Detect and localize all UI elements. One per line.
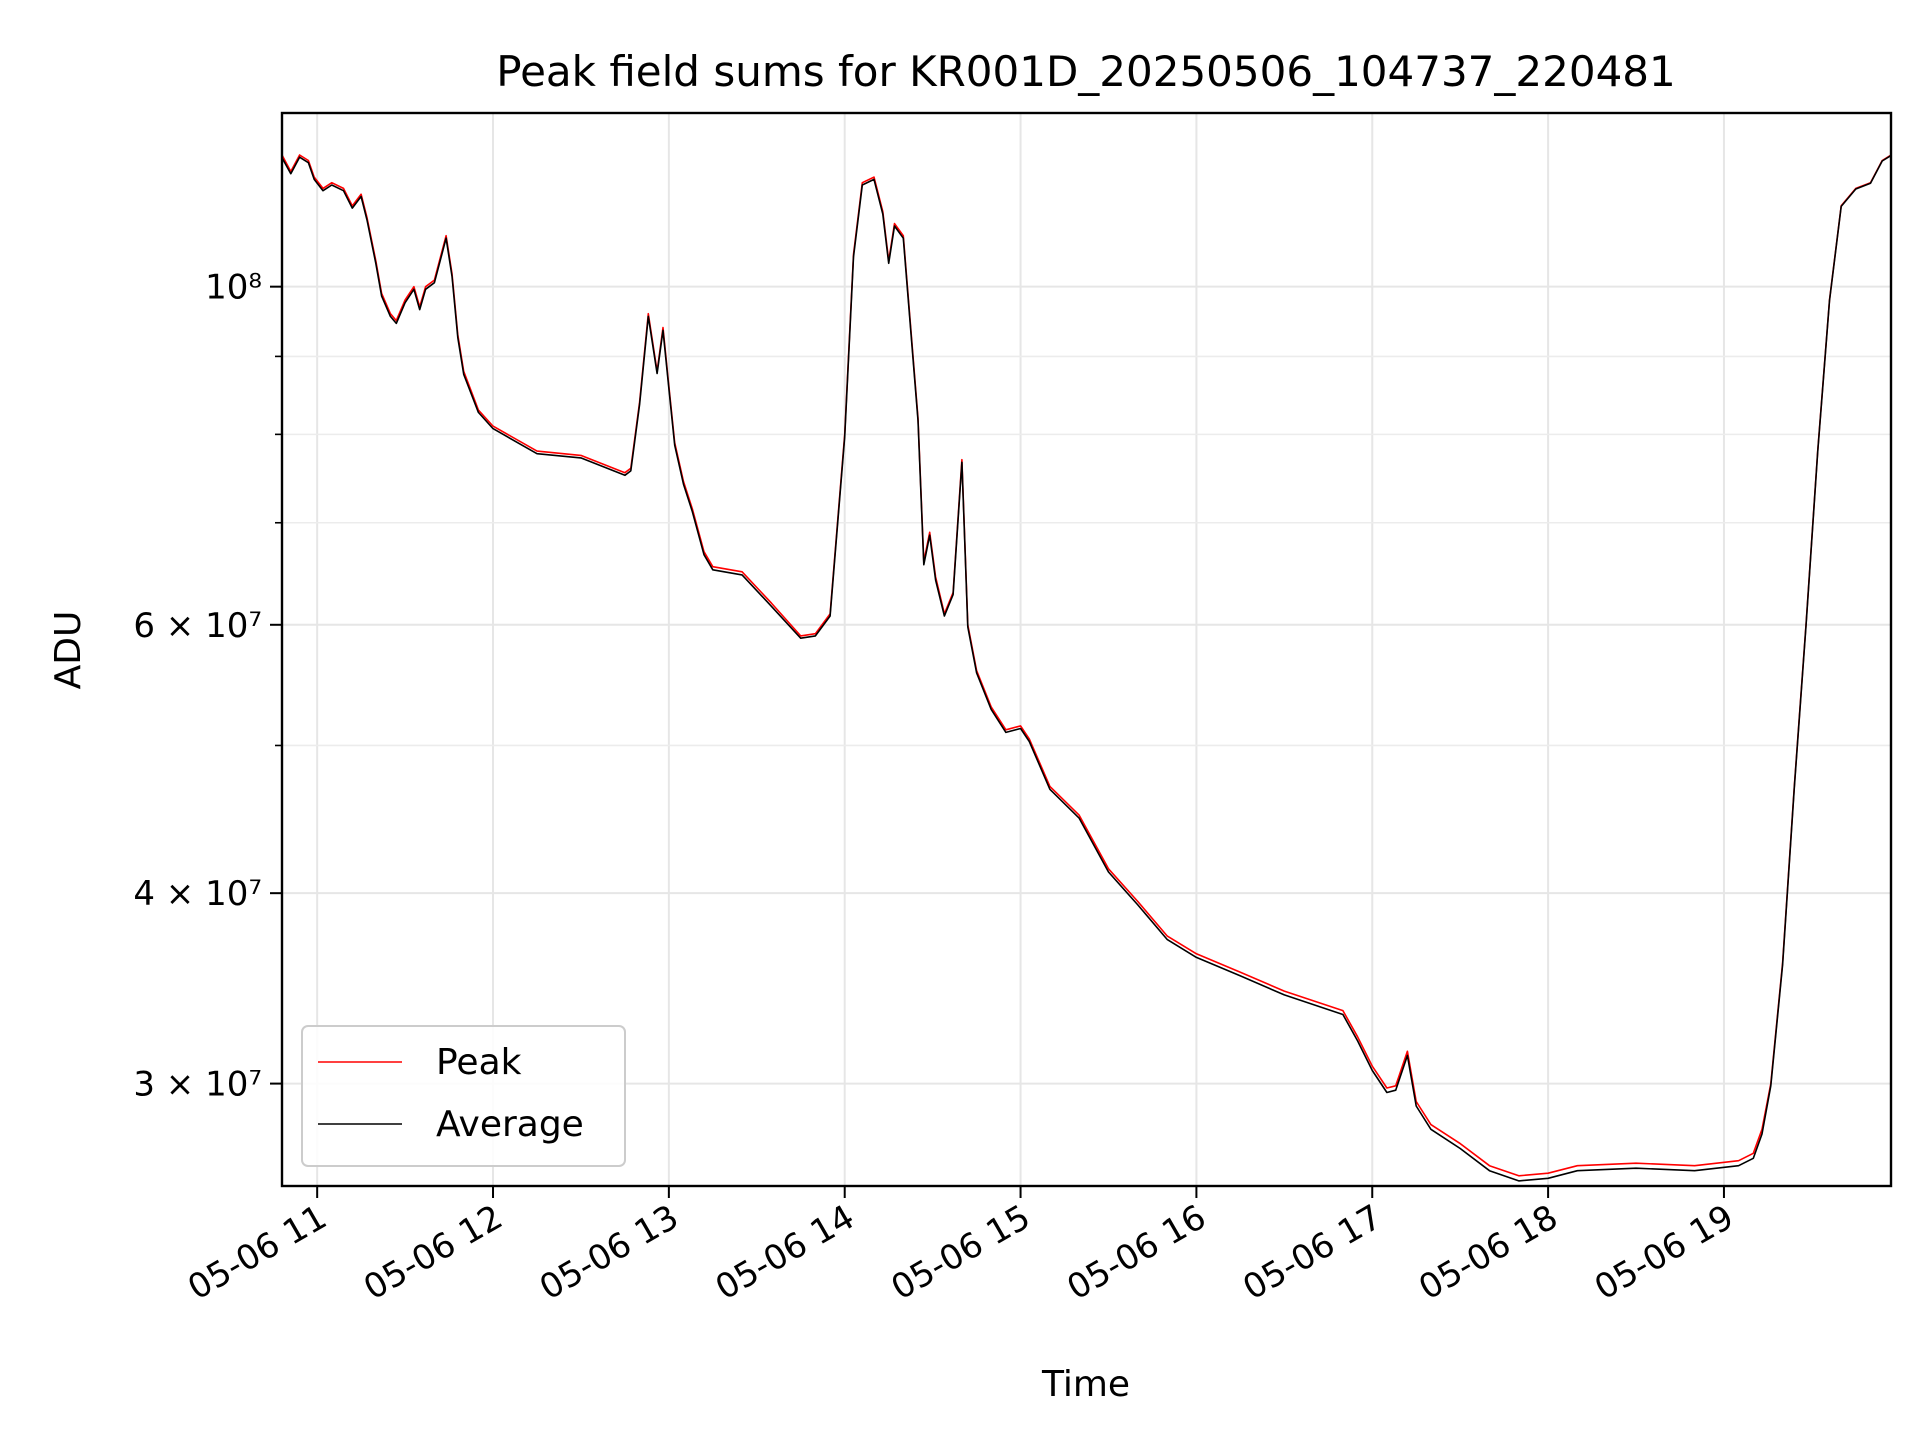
y-tick-label: 3 × 10⁷ — [133, 1065, 262, 1105]
y-tick-label: 6 × 10⁷ — [133, 606, 262, 646]
series-line-average — [281, 154, 1892, 1182]
legend: Peak Average — [301, 1025, 626, 1167]
legend-box — [301, 1025, 626, 1167]
x-axis-title: Time — [1041, 1364, 1130, 1405]
y-axis-title: ADU — [48, 611, 89, 690]
y-tick-label: 4 × 10⁷ — [133, 874, 262, 914]
legend-peak-label: Peak — [436, 1042, 522, 1083]
chart-title: Peak field sums for KR001D_20250506_1047… — [496, 47, 1675, 96]
y-tick-label: 10⁸ — [205, 268, 262, 308]
grid — [282, 113, 1891, 1186]
plot-frame — [280, 111, 1893, 1188]
legend-average-label: Average — [436, 1104, 584, 1145]
series-layer — [281, 154, 1892, 1182]
